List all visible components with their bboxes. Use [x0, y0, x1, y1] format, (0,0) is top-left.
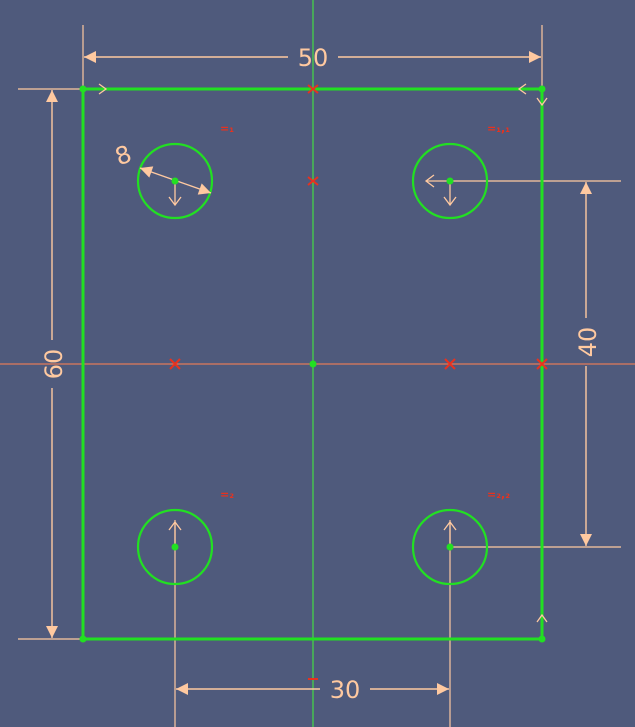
constraint-hole-bottom-left[interactable]: =₂ [220, 488, 234, 501]
hole-bottom-left[interactable] [136, 508, 214, 586]
extension-lines [18, 25, 621, 727]
point-hole-top-right-center [446, 177, 454, 185]
constraint-crosses [169, 84, 548, 680]
point-top-left-corner [79, 85, 87, 93]
dimension-hole-diameter-label[interactable]: 8 [111, 140, 135, 172]
sketch-points[interactable] [79, 85, 546, 643]
constraint-hole-top-right[interactable]: =₁,₁ [487, 122, 510, 135]
constraint-hole-top-left[interactable]: =₁ [220, 122, 234, 135]
dimension-hole-spacing-vertical-label[interactable]: 40 [574, 327, 602, 358]
point-hole-bottom-left-center [171, 543, 179, 551]
corner-direction-arrows [98, 83, 548, 623]
point-origin [309, 360, 317, 368]
hole-direction-arrows [168, 174, 457, 547]
cross-upper-axis [307, 176, 319, 186]
cross-right-axis [444, 358, 456, 370]
hole-bottom-right[interactable] [411, 508, 489, 586]
dimension-width[interactable]: 50 [84, 44, 541, 72]
point-hole-bottom-right-center [446, 543, 454, 551]
point-hole-top-left-center [171, 177, 179, 185]
constraint-hole-bottom-right[interactable]: =₂,₂ [487, 488, 510, 501]
cross-right-edge [536, 358, 548, 370]
point-top-right-corner [538, 85, 546, 93]
hole-top-left[interactable] [136, 142, 214, 220]
dimension-width-label[interactable]: 50 [298, 44, 329, 72]
dimension-hole-spacing-vertical[interactable]: 40 [574, 182, 602, 546]
point-bottom-left-corner [79, 635, 87, 643]
cross-top-midpoint [307, 84, 319, 94]
dimension-height-label[interactable]: 60 [40, 349, 68, 380]
hole-top-right[interactable] [411, 142, 489, 220]
dimension-height[interactable]: 60 [40, 90, 68, 638]
point-bottom-right-corner [538, 635, 546, 643]
cross-left-axis [169, 358, 181, 370]
dimension-hole-spacing-horizontal-label[interactable]: 30 [330, 676, 361, 704]
dimension-hole-spacing-horizontal[interactable]: 30 [176, 676, 449, 704]
